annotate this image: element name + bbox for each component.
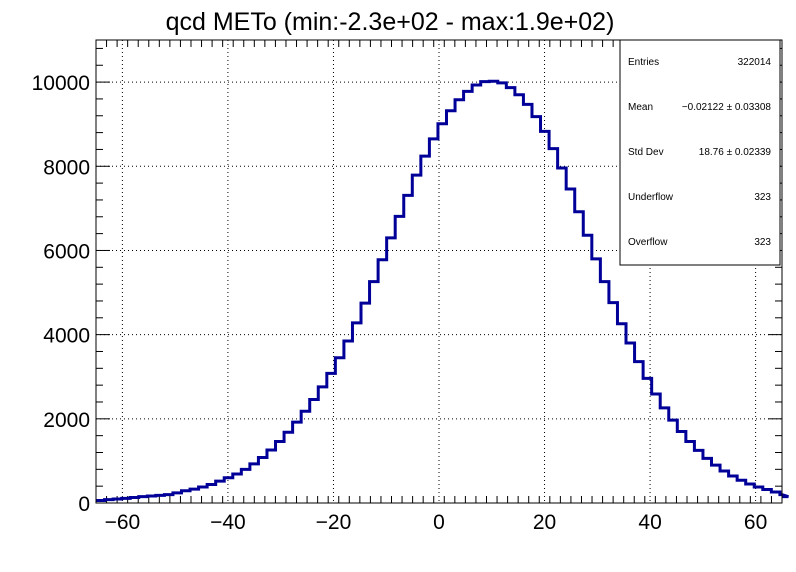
histogram-bin — [575, 212, 584, 503]
histogram-bin — [626, 343, 635, 503]
stats-label: Underflow — [628, 192, 674, 203]
histogram-bin — [361, 303, 370, 503]
histogram-bin — [464, 91, 473, 503]
histogram-bin — [609, 303, 618, 503]
histogram-bin — [489, 81, 498, 503]
y-tick-label: 2000 — [43, 409, 90, 432]
x-tick-label: −20 — [316, 511, 352, 534]
chart-title: qcd METo (min:-2.3e+02 - max:1.9e+02) — [166, 8, 615, 36]
histogram-bin — [378, 260, 387, 503]
histogram-bin — [335, 358, 344, 503]
histogram-bin — [395, 216, 404, 503]
y-tick-label: 4000 — [43, 325, 90, 348]
histogram-bin — [301, 411, 310, 503]
histogram-bin — [617, 324, 626, 503]
histogram-bin — [352, 323, 361, 503]
histogram-bin — [652, 394, 661, 503]
histogram-bin — [370, 282, 379, 503]
y-tick-label: 8000 — [43, 156, 90, 179]
histogram-bin — [429, 139, 438, 503]
histogram-bin — [541, 131, 550, 503]
stats-label: Std Dev — [628, 147, 664, 158]
histogram-bin — [532, 117, 541, 503]
stats-value: 322014 — [738, 57, 772, 68]
histogram-bin — [472, 85, 481, 503]
stats-value: 323 — [754, 237, 771, 248]
x-tick-label: 40 — [638, 511, 661, 534]
stats-label: Overflow — [628, 237, 668, 248]
histogram-bin — [600, 282, 609, 503]
stats-box-frame — [619, 39, 781, 266]
histogram-bin — [498, 83, 507, 503]
x-tick-label: 60 — [744, 511, 767, 534]
x-tick-label: −40 — [210, 511, 246, 534]
histogram-layer — [96, 79, 789, 503]
stats-label: Mean — [628, 102, 653, 113]
x-tick-label: 20 — [533, 511, 556, 534]
histogram-bin — [344, 341, 353, 503]
histogram-bin — [455, 100, 464, 503]
x-tick-label: 0 — [433, 511, 445, 534]
histogram-bin — [446, 111, 455, 503]
histogram-bin — [310, 399, 319, 503]
stats-box: Entries 322014 Mean −0.02122 ± 0.03308 Std D… — [619, 39, 781, 266]
histogram-bin — [558, 168, 567, 503]
y-tick-label: 10000 — [32, 72, 90, 95]
histogram-bin — [635, 362, 644, 503]
histogram-bin — [421, 156, 430, 503]
histogram-bin — [481, 82, 490, 503]
histogram-bin — [387, 238, 396, 503]
histogram-bin — [592, 259, 601, 503]
stats-label: Entries — [628, 57, 659, 68]
stats-value: 323 — [754, 192, 771, 203]
y-tick-label: 0 — [78, 493, 90, 516]
histogram-bin — [523, 104, 532, 503]
histogram-bin — [660, 408, 669, 503]
histogram-bin — [506, 88, 515, 503]
stats-value: −0.02122 ± 0.03308 — [682, 102, 772, 113]
stats-value: 18.76 ± 0.02339 — [699, 147, 772, 158]
histogram-bin — [566, 189, 575, 503]
histogram-bin — [549, 149, 558, 503]
histogram-bin — [404, 195, 413, 503]
histogram-bin — [318, 387, 327, 503]
plot-frame — [95, 39, 783, 504]
histogram-bin — [327, 373, 336, 503]
histogram-bin — [412, 175, 421, 503]
y-tick-label: 6000 — [43, 240, 90, 263]
histogram-bin — [515, 95, 524, 503]
x-tick-label: −60 — [105, 511, 141, 534]
histogram-bin — [293, 422, 302, 503]
histogram-line — [96, 79, 789, 502]
histogram-bin — [583, 235, 592, 503]
